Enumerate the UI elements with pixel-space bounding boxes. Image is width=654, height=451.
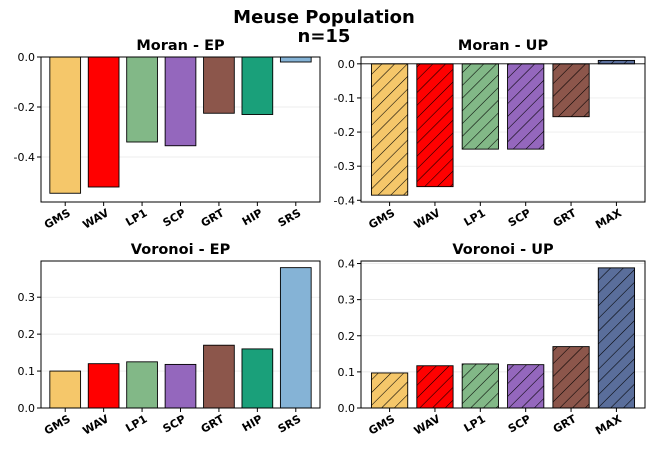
voronoi-ep-xtick-label: GMS: [42, 412, 73, 437]
moran-up-bar-hatch-gms: [371, 63, 408, 196]
moran-ep-axes-frame: [40, 56, 321, 203]
voronoi-ep-bar-srs: [279, 267, 312, 409]
moran-ep-xtick-label: WAV: [80, 206, 111, 231]
moran-ep-bar-srs: [279, 56, 312, 63]
voronoi-ep-bar-lp1: [126, 361, 158, 409]
voronoi-ep-xtick-label: LP1: [123, 412, 149, 435]
moran-ep-panel: Moran - EP 0.0 -0.2 -0.4 GMS WAV LP1 SCP GRT HIP S…: [14, 38, 321, 232]
voronoi-up-title: Voronoi - UP: [452, 242, 554, 258]
moran-ep-xtick-label: GMS: [42, 206, 73, 231]
voronoi-up-bar-hatch-grt: [552, 346, 590, 408]
moran-ep-title: Moran - EP: [136, 38, 225, 54]
moran-up-bar-hatch-wav: [416, 63, 454, 187]
voronoi-up-bar-hatch-lp1: [462, 363, 499, 408]
voronoi-ep-bar-grt: [203, 344, 235, 409]
moran-up-bar-hatch-max: [598, 60, 635, 64]
voronoi-ep-bar-gms: [49, 370, 82, 409]
voronoi-up-xtick-label: GMS: [366, 412, 397, 437]
moran-up-xtick-label: SCP: [506, 206, 533, 229]
voronoi-up-bar-hatch-wav: [416, 365, 454, 408]
voronoi-ep-xtick-label: WAV: [80, 412, 111, 437]
moran-ep-xtick-label: SCP: [161, 206, 188, 229]
moran-up-bar-hatch-lp1: [462, 63, 499, 150]
voronoi-ep-xtick-label: GRT: [199, 412, 227, 436]
voronoi-ep-panel: Voronoi - EP 0.0 0.1 0.2 0.3 GMS WAV LP1 SCP GRT H…: [18, 242, 321, 438]
voronoi-ep-bar-wav: [87, 363, 120, 409]
voronoi-up-axes-frame: [360, 260, 646, 409]
voronoi-ep-axes-frame: [40, 260, 321, 409]
voronoi-up-xtick-label: MAX: [593, 412, 624, 437]
voronoi-up-xtick-label: WAV: [412, 412, 443, 437]
moran-up-panel: Moran - UP 0.0 -0.1 -0.2 -0.3 -0.4 GMS WAV LP1 SC…: [334, 38, 646, 232]
voronoi-ep-xtick-label: SRS: [276, 412, 304, 435]
moran-ep-xtick-label: LP1: [123, 206, 149, 229]
figure-subtitle: n=15: [298, 26, 351, 47]
moran-up-xtick-label: WAV: [412, 206, 443, 231]
voronoi-up-xtick-label: GRT: [551, 412, 579, 436]
voronoi-up-bar-hatch-scp: [507, 364, 544, 408]
moran-ep-xtick-label: SRS: [276, 206, 304, 229]
moran-up-ytick-label: -0.3: [334, 160, 355, 173]
moran-up-bar-hatch-grt: [552, 63, 590, 117]
voronoi-ep-ytick-label: 0.0: [18, 402, 36, 415]
moran-up-xtick-label: GMS: [366, 206, 397, 231]
voronoi-ep-ytick-label: 0.3: [18, 291, 36, 304]
voronoi-ep-xtick-label: HIP: [240, 412, 265, 434]
voronoi-up-ytick-label: 0.0: [338, 402, 356, 415]
moran-up-title: Moran - UP: [458, 38, 549, 54]
voronoi-up-ytick-label: 0.4: [338, 258, 356, 271]
moran-up-xtick-label: MAX: [593, 206, 624, 231]
moran-ep-ytick-label: 0.0: [18, 51, 36, 64]
voronoi-up-ytick-label: 0.1: [338, 366, 356, 379]
voronoi-up-ytick-label: 0.2: [338, 330, 356, 343]
moran-up-axes-frame: [360, 56, 646, 203]
moran-up-ytick-label: -0.4: [334, 194, 355, 207]
moran-ep-bar-lp1: [126, 56, 158, 143]
moran-ep-ytick-label: -0.2: [14, 101, 35, 114]
voronoi-up-bar-hatch-max: [598, 267, 635, 408]
moran-ep-ytick-label: -0.4: [14, 151, 35, 164]
moran-ep-xtick-label: GRT: [199, 206, 227, 230]
moran-up-bar-hatch-scp: [507, 63, 544, 150]
moran-up-ytick-label: -0.2: [334, 126, 355, 139]
moran-up-ytick-label: 0.0: [338, 58, 356, 71]
moran-up-ytick-label: -0.1: [334, 92, 355, 105]
voronoi-up-xtick-label: SCP: [506, 412, 533, 435]
moran-up-xtick-label: GRT: [551, 206, 579, 230]
voronoi-ep-title: Voronoi - EP: [131, 242, 231, 258]
moran-ep-bar-wav: [87, 56, 120, 188]
moran-up-xtick-label: LP1: [462, 206, 488, 229]
voronoi-up-xtick-label: LP1: [462, 412, 488, 435]
voronoi-up-panel: Voronoi - UP 0.0 0.1 0.2 0.3 0.4 GMS WAV LP1 SCP G…: [338, 242, 646, 438]
moran-ep-xtick-label: HIP: [240, 206, 265, 228]
moran-ep-bar-gms: [49, 56, 82, 194]
moran-ep-bar-grt: [203, 56, 235, 114]
voronoi-ep-ytick-label: 0.2: [18, 328, 36, 341]
moran-ep-bar-scp: [164, 56, 197, 147]
voronoi-ep-bar-hip: [241, 348, 274, 409]
voronoi-up-bar-hatch-gms: [371, 372, 408, 408]
moran-ep-bar-hip: [241, 56, 274, 115]
voronoi-up-ytick-label: 0.3: [338, 294, 356, 307]
voronoi-ep-ytick-label: 0.1: [18, 365, 36, 378]
voronoi-ep-bar-scp: [164, 363, 197, 409]
figure-title: Meuse Population: [233, 7, 415, 28]
voronoi-ep-xtick-label: SCP: [161, 412, 188, 435]
panels: Moran - EP 0.0 -0.2 -0.4 GMS WAV LP1 SCP GRT HIP S…: [14, 38, 646, 438]
